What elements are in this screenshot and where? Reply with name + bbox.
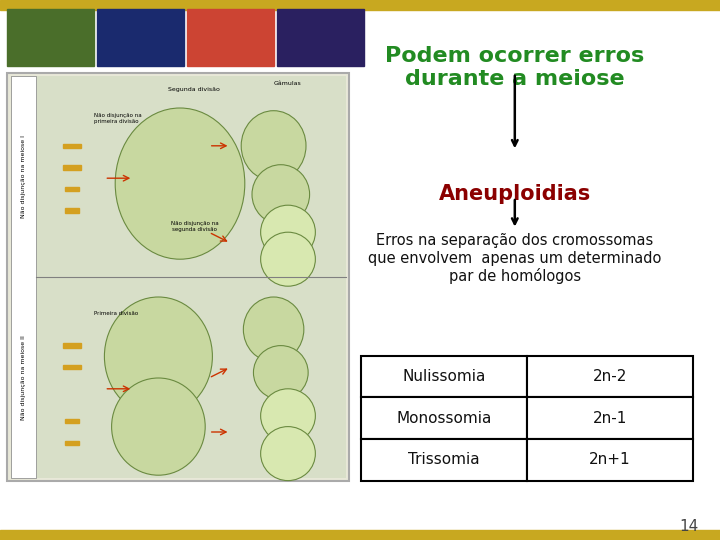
Ellipse shape [261, 427, 315, 481]
Text: Monossomia: Monossomia [397, 411, 492, 426]
Ellipse shape [241, 111, 306, 181]
Ellipse shape [252, 165, 310, 224]
Text: Erros na separação dos cromossomas
que envolvem  apenas um determinado
par de ho: Erros na separação dos cromossomas que e… [368, 233, 662, 284]
Bar [277, 9, 364, 66]
Bar [7, 9, 94, 66]
Bar [361, 356, 527, 397]
Bar [0, 0, 720, 10]
Ellipse shape [243, 297, 304, 362]
Bar [11, 76, 36, 478]
Bar [527, 397, 693, 439]
Bar [65, 441, 79, 445]
Text: 2n+1: 2n+1 [589, 453, 631, 467]
Bar [361, 439, 527, 481]
Text: Nulissomia: Nulissomia [402, 369, 486, 384]
Text: Podem ocorrer erros
durante a meiose: Podem ocorrer erros durante a meiose [385, 46, 644, 89]
Bar [187, 9, 274, 66]
Bar [63, 343, 81, 348]
Text: Gâmulas: Gâmulas [274, 81, 302, 86]
Text: 2n-1: 2n-1 [593, 411, 627, 426]
Bar [97, 9, 184, 66]
Bar [527, 439, 693, 481]
Bar [11, 76, 346, 478]
Ellipse shape [112, 378, 205, 475]
Text: Aneuploidias: Aneuploidias [438, 184, 591, 204]
Text: 14: 14 [679, 519, 698, 534]
Text: Primeira divisão: Primeira divisão [94, 310, 138, 316]
Bar [7, 73, 349, 481]
Ellipse shape [261, 389, 315, 443]
Ellipse shape [104, 297, 212, 416]
Bar [65, 187, 79, 191]
Bar [65, 208, 79, 213]
Bar [0, 530, 720, 540]
Bar [361, 397, 527, 439]
Bar [63, 165, 81, 170]
Text: Não disjunção na
primeira divisão: Não disjunção na primeira divisão [94, 113, 141, 124]
Text: Segunda divisão: Segunda divisão [168, 86, 220, 92]
Text: Não disjunção na meiose II: Não disjunção na meiose II [22, 335, 26, 420]
Text: Não disjunção na meiose I: Não disjunção na meiose I [22, 134, 26, 218]
Text: Trissomia: Trissomia [408, 453, 480, 467]
Ellipse shape [261, 205, 315, 259]
Text: Não disjunção na
segunda divisão: Não disjunção na segunda divisão [171, 221, 218, 232]
Bar [527, 356, 693, 397]
Ellipse shape [115, 108, 245, 259]
Bar [63, 365, 81, 369]
Ellipse shape [253, 346, 308, 400]
Bar [63, 144, 81, 148]
Text: 2n-2: 2n-2 [593, 369, 627, 384]
Bar [65, 419, 79, 423]
Ellipse shape [261, 232, 315, 286]
